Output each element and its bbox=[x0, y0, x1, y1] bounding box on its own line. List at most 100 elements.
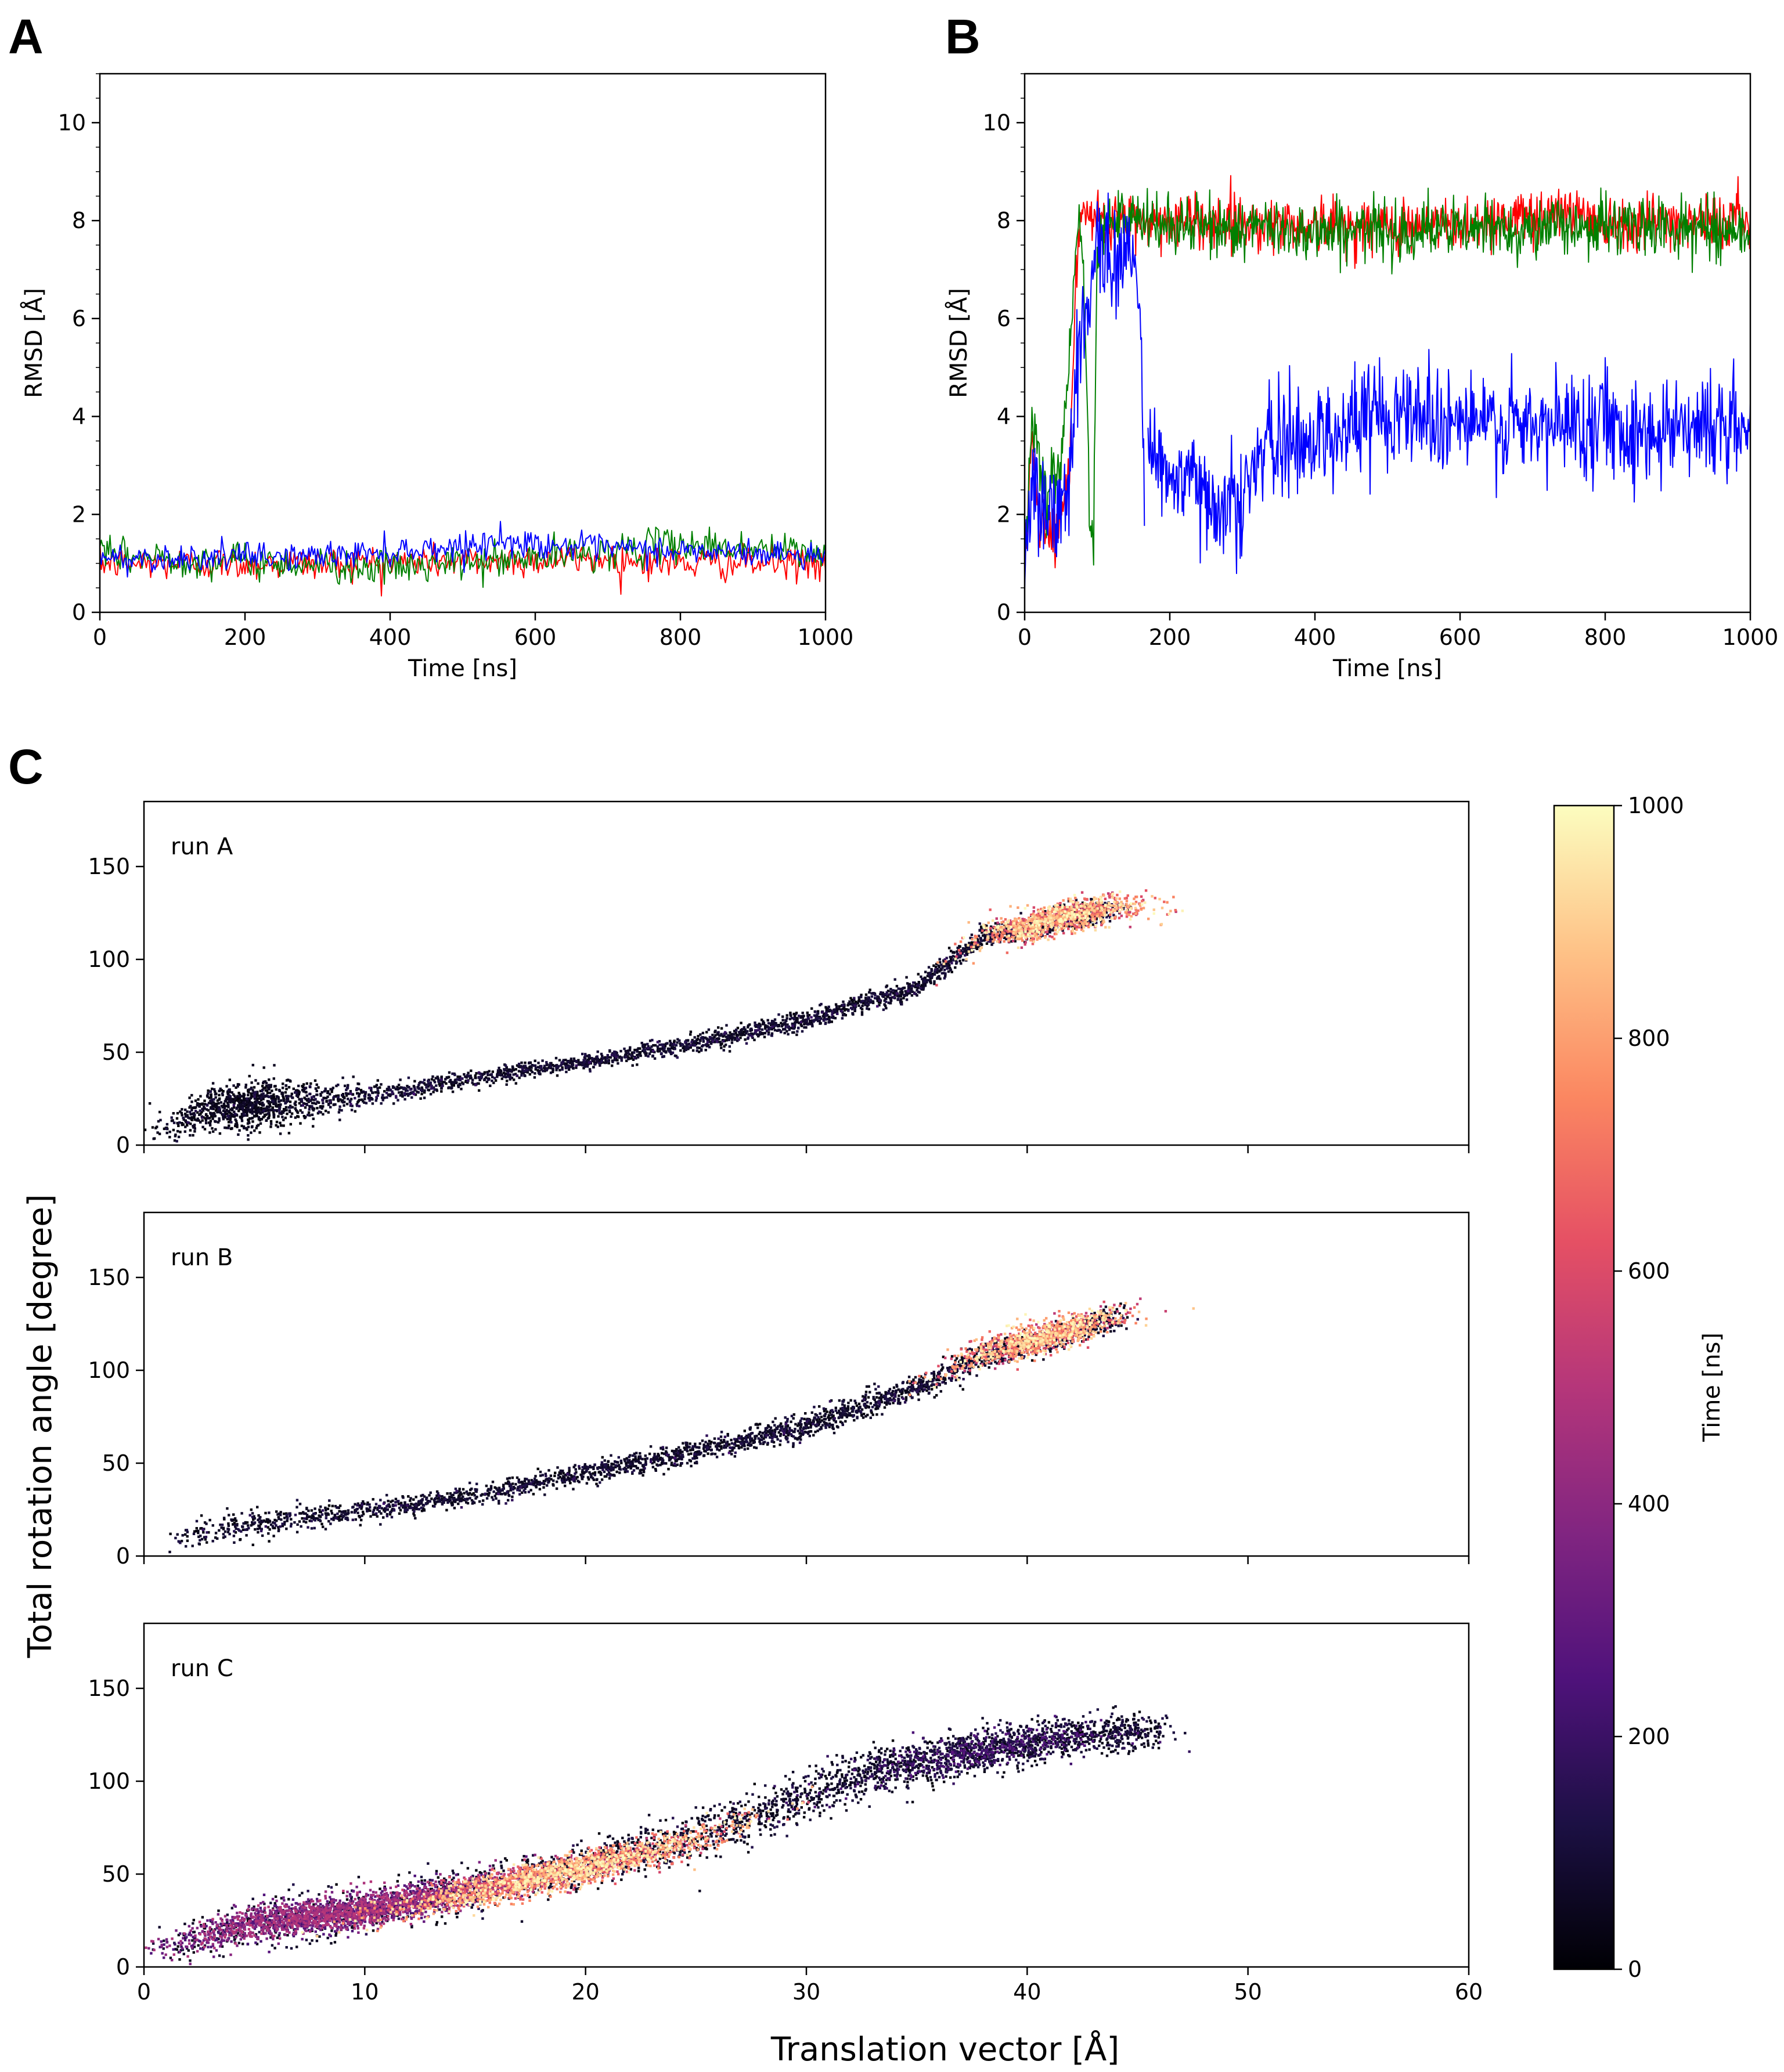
run-a-point bbox=[403, 1098, 406, 1101]
run-a-point bbox=[744, 1038, 747, 1041]
run-a-point bbox=[656, 1045, 659, 1048]
run-a-point bbox=[433, 1088, 436, 1091]
run-a-point bbox=[689, 1044, 692, 1047]
run-a-point bbox=[540, 1066, 543, 1070]
run-a-point bbox=[706, 1041, 709, 1044]
run-b-point bbox=[460, 1497, 463, 1500]
run-a-point bbox=[330, 1090, 333, 1093]
run-a-point bbox=[1061, 904, 1064, 907]
run-a-point bbox=[261, 1089, 264, 1092]
run-a-point bbox=[246, 1110, 248, 1114]
run-a-point bbox=[671, 1046, 673, 1050]
run-a-point bbox=[197, 1098, 200, 1101]
run-a-point bbox=[967, 950, 971, 953]
run-a-point bbox=[900, 992, 903, 995]
run-a-point bbox=[921, 977, 924, 980]
run-a-point bbox=[558, 1059, 561, 1062]
run-a-point bbox=[302, 1090, 305, 1093]
run-a-point bbox=[584, 1054, 587, 1057]
run-a-point bbox=[761, 1019, 763, 1021]
run-a-point bbox=[1084, 915, 1087, 918]
run-a-point bbox=[490, 1073, 493, 1076]
run-a-point bbox=[247, 1118, 250, 1121]
run-a-point bbox=[189, 1110, 192, 1114]
run-a-point bbox=[358, 1092, 361, 1095]
run-a-point bbox=[604, 1061, 607, 1064]
run-a-point bbox=[245, 1106, 248, 1109]
run-a-point bbox=[237, 1133, 240, 1136]
run-a-point bbox=[1044, 910, 1047, 913]
run-a-point bbox=[1003, 936, 1006, 939]
run-a-point bbox=[724, 1044, 727, 1046]
run-a-point bbox=[229, 1118, 232, 1121]
run-a-point bbox=[218, 1109, 221, 1111]
run-a-point bbox=[294, 1103, 297, 1107]
run-a-point bbox=[509, 1073, 511, 1076]
run-a-point bbox=[1032, 940, 1035, 943]
run-a-point bbox=[1001, 931, 1004, 934]
run-a-point bbox=[946, 967, 949, 970]
run-a-point bbox=[954, 958, 957, 961]
run-a-point bbox=[983, 933, 986, 936]
run-a-point bbox=[880, 991, 882, 994]
run-a-point bbox=[312, 1102, 315, 1104]
run-a-point bbox=[1166, 901, 1169, 904]
run-a-point bbox=[1036, 914, 1039, 917]
run-a-point bbox=[253, 1086, 256, 1089]
run-a-point bbox=[631, 1064, 634, 1067]
run-a-point bbox=[1000, 917, 1003, 920]
run-a-point bbox=[250, 1087, 253, 1091]
run-a-point bbox=[224, 1116, 227, 1119]
run-b-point bbox=[850, 1407, 853, 1410]
run-a-point bbox=[1158, 897, 1161, 901]
run-a-point bbox=[1108, 903, 1111, 906]
run-a-point bbox=[235, 1120, 238, 1122]
run-a-point bbox=[662, 1044, 665, 1047]
panel-b-series-layer bbox=[1025, 175, 1750, 590]
run-a-point bbox=[491, 1075, 494, 1078]
run-a-point bbox=[751, 1035, 754, 1038]
run-a-point bbox=[581, 1052, 584, 1056]
run-a-point bbox=[265, 1082, 268, 1085]
run-b-point bbox=[719, 1442, 722, 1445]
run-a-point bbox=[1005, 932, 1008, 934]
run-a-point bbox=[758, 1033, 761, 1036]
run-a-point bbox=[1037, 919, 1040, 923]
run-a-point bbox=[867, 1003, 870, 1006]
run-b-point bbox=[625, 1462, 628, 1465]
run-a-point bbox=[214, 1106, 218, 1109]
run-a-point bbox=[242, 1114, 245, 1117]
run-a-point bbox=[260, 1093, 263, 1096]
run-a-point bbox=[325, 1096, 328, 1100]
run-a-point bbox=[1026, 930, 1029, 933]
run-a-point bbox=[1096, 907, 1099, 910]
run-a-point bbox=[792, 1017, 795, 1020]
run-a-point bbox=[1078, 924, 1081, 927]
run-a-point bbox=[504, 1064, 507, 1067]
run-a-point bbox=[1099, 896, 1102, 899]
run-a-point bbox=[254, 1079, 257, 1082]
run-a-point bbox=[1044, 918, 1047, 921]
run-a-point bbox=[470, 1077, 473, 1080]
run-a-point bbox=[758, 1030, 762, 1034]
run-a-point bbox=[322, 1113, 325, 1116]
run-a-point bbox=[1087, 926, 1090, 929]
run-a-point bbox=[294, 1089, 298, 1092]
run-a-point bbox=[780, 1025, 783, 1028]
run-a-point bbox=[1064, 905, 1066, 909]
run-a-point bbox=[514, 1073, 517, 1075]
run-b-point bbox=[390, 1500, 392, 1503]
run-a-point bbox=[693, 1044, 696, 1047]
run-a-point bbox=[1084, 921, 1087, 923]
run-a-point bbox=[276, 1095, 279, 1098]
run-a-point bbox=[1037, 931, 1040, 934]
run-a-point bbox=[821, 1011, 824, 1014]
run-a-point bbox=[1102, 919, 1105, 922]
run-a-point bbox=[243, 1101, 246, 1104]
run-a-point bbox=[247, 1093, 250, 1096]
run-b-point bbox=[875, 1413, 878, 1416]
run-a-point bbox=[244, 1127, 247, 1130]
run-a-point bbox=[594, 1061, 598, 1064]
run-b-point bbox=[920, 1375, 922, 1378]
run-a-point bbox=[525, 1066, 528, 1070]
